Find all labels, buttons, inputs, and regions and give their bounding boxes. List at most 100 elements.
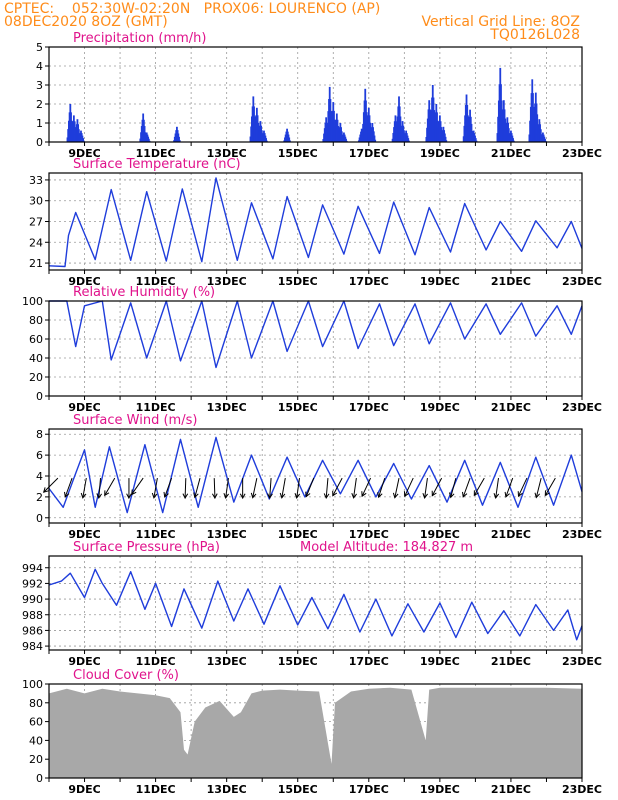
x-tick-label-temperature: 13DEC — [207, 275, 247, 288]
y-tick-label-pressure: 988 — [22, 609, 43, 622]
precip-bar — [82, 138, 85, 142]
panel-frame-precipitation — [48, 46, 583, 143]
panel-precipitation: Precipitation (mm/h) 0 1 2 3 4 5 9DEC 11DEC 13DEC… — [36, 31, 602, 160]
x-tick-label-cloud-cover: 21DEC — [491, 783, 531, 796]
y-tick-label-wind: 4 — [36, 470, 43, 483]
y-tick-label-precipitation: 4 — [36, 60, 43, 73]
wind-arrowhead — [267, 493, 273, 500]
wind-arrowhead — [151, 492, 158, 499]
wind-arrowhead — [544, 490, 550, 497]
y-tick-label-humidity: 40 — [29, 352, 43, 365]
y-tick-label-precipitation: 3 — [36, 79, 43, 92]
wind-arrowhead — [126, 493, 132, 500]
wind-arrowhead — [294, 493, 301, 499]
x-tick-label-wind: 21DEC — [491, 528, 531, 541]
y-tick-label-temperature: 33 — [29, 174, 43, 187]
panel-cloud-cover: Cloud Cover (%) 0 20 40 60 80 100 9DEC 11DEC 13DE… — [22, 668, 602, 796]
y-tick-label-pressure: 984 — [22, 640, 43, 653]
wind-vector — [424, 478, 428, 498]
wind-vector — [296, 478, 301, 498]
y-tick-label-humidity: 100 — [22, 295, 43, 308]
wind-arrowhead — [332, 490, 338, 497]
wind-vector — [82, 478, 87, 498]
y-tick-label-temperature: 21 — [29, 257, 43, 270]
wind-arrowhead — [431, 490, 437, 497]
wind-arrowhead — [279, 492, 286, 499]
x-tick-label-humidity: 19DEC — [420, 401, 460, 414]
x-tick-label-cloud-cover: 17DEC — [349, 783, 389, 796]
precip-bar — [288, 137, 291, 142]
y-tick-label-precipitation: 5 — [36, 41, 43, 54]
x-tick-label-precipitation: 11DEC — [136, 147, 176, 160]
panel-subtitle-pressure: Model Altitude: 184.827 m — [300, 540, 473, 555]
x-tick-label-wind: 17DEC — [349, 528, 389, 541]
wind-vector — [281, 478, 286, 498]
wind-vector — [353, 478, 357, 498]
series-line-temperature — [48, 177, 583, 268]
x-tick-label-cloud-cover: 13DEC — [207, 783, 247, 796]
wind-arrowhead — [80, 492, 87, 499]
x-tick-label-humidity: 17DEC — [349, 401, 389, 414]
cloud-cover-area — [49, 687, 582, 778]
wind-arrowhead — [305, 491, 311, 498]
x-tick-label-temperature: 15DEC — [278, 275, 318, 288]
y-tick-label-temperature: 27 — [29, 216, 43, 229]
y-tick-label-precipitation: 1 — [36, 117, 43, 130]
x-tick-label-pressure: 15DEC — [278, 655, 318, 668]
wind-vector — [332, 477, 343, 496]
wind-vector — [361, 477, 372, 497]
panel-humidity: Relative Humidity (%) 0 20 40 60 80 100 9DEC 11D… — [22, 285, 602, 414]
wind-vector — [269, 478, 272, 499]
y-tick-label-cloud-cover: 80 — [29, 697, 43, 710]
x-tick-label-precipitation: 17DEC — [349, 147, 389, 160]
wind-vector — [378, 477, 386, 498]
x-tick-label-cloud-cover: 19DEC — [420, 783, 460, 796]
x-tick-label-wind: 13DEC — [207, 528, 247, 541]
panel-pressure: Surface Pressure (hPa) Model Altitude: 18… — [22, 540, 602, 668]
precip-bar — [374, 139, 377, 142]
x-tick-label-temperature: 23DEC — [562, 275, 602, 288]
wind-arrowhead — [323, 493, 330, 500]
wind-vector — [43, 477, 59, 493]
wind-vector — [535, 477, 542, 498]
wind-vector — [194, 477, 201, 498]
panel-temperature: Surface Temperature (nC) 21 24 27 30 33 9DEC 11… — [29, 157, 602, 288]
x-tick-label-humidity: 13DEC — [207, 401, 247, 414]
precip-bar — [345, 138, 347, 142]
wind-vector — [131, 477, 144, 495]
x-tick-label-temperature: 17DEC — [349, 275, 389, 288]
precip-bar — [512, 138, 514, 142]
x-tick-label-cloud-cover: 11DEC — [136, 783, 176, 796]
wind-arrowhead — [64, 491, 70, 498]
precip-bar — [474, 138, 477, 142]
x-tick-label-pressure: 19DEC — [420, 655, 460, 668]
precip-bar — [178, 140, 181, 142]
x-tick-label-pressure: 9DEC — [68, 655, 100, 668]
wind-arrowhead — [163, 491, 169, 498]
wind-arrowhead — [351, 493, 358, 499]
wind-arrowhead — [504, 491, 510, 498]
wind-vector — [104, 477, 116, 496]
wind-arrowhead — [462, 491, 468, 498]
y-tick-label-precipitation: 2 — [36, 98, 43, 111]
wind-vector — [404, 477, 414, 497]
panel-frame-wind — [48, 428, 583, 524]
header-grid-note: Vertical Grid Line: 8OZ — [421, 14, 580, 30]
x-tick-label-pressure: 11DEC — [136, 655, 176, 668]
precip-bar — [445, 140, 448, 142]
wind-arrowhead — [239, 493, 246, 500]
wind-arrowhead — [131, 489, 137, 496]
wind-arrowhead — [403, 491, 410, 498]
wind-arrowhead — [211, 493, 218, 500]
precip-bar — [178, 136, 180, 142]
y-tick-label-humidity: 80 — [29, 314, 43, 327]
precip-bar — [475, 140, 478, 142]
wind-arrowhead — [193, 492, 199, 499]
x-tick-label-temperature: 11DEC — [136, 275, 176, 288]
panel-title-pressure: Surface Pressure (hPa) — [73, 540, 220, 555]
y-tick-label-wind: 6 — [36, 449, 43, 462]
panel-frame-cloud-cover — [48, 683, 583, 779]
x-tick-label-pressure: 23DEC — [562, 655, 602, 668]
x-tick-label-humidity: 15DEC — [278, 401, 318, 414]
x-tick-label-wind: 11DEC — [136, 528, 176, 541]
